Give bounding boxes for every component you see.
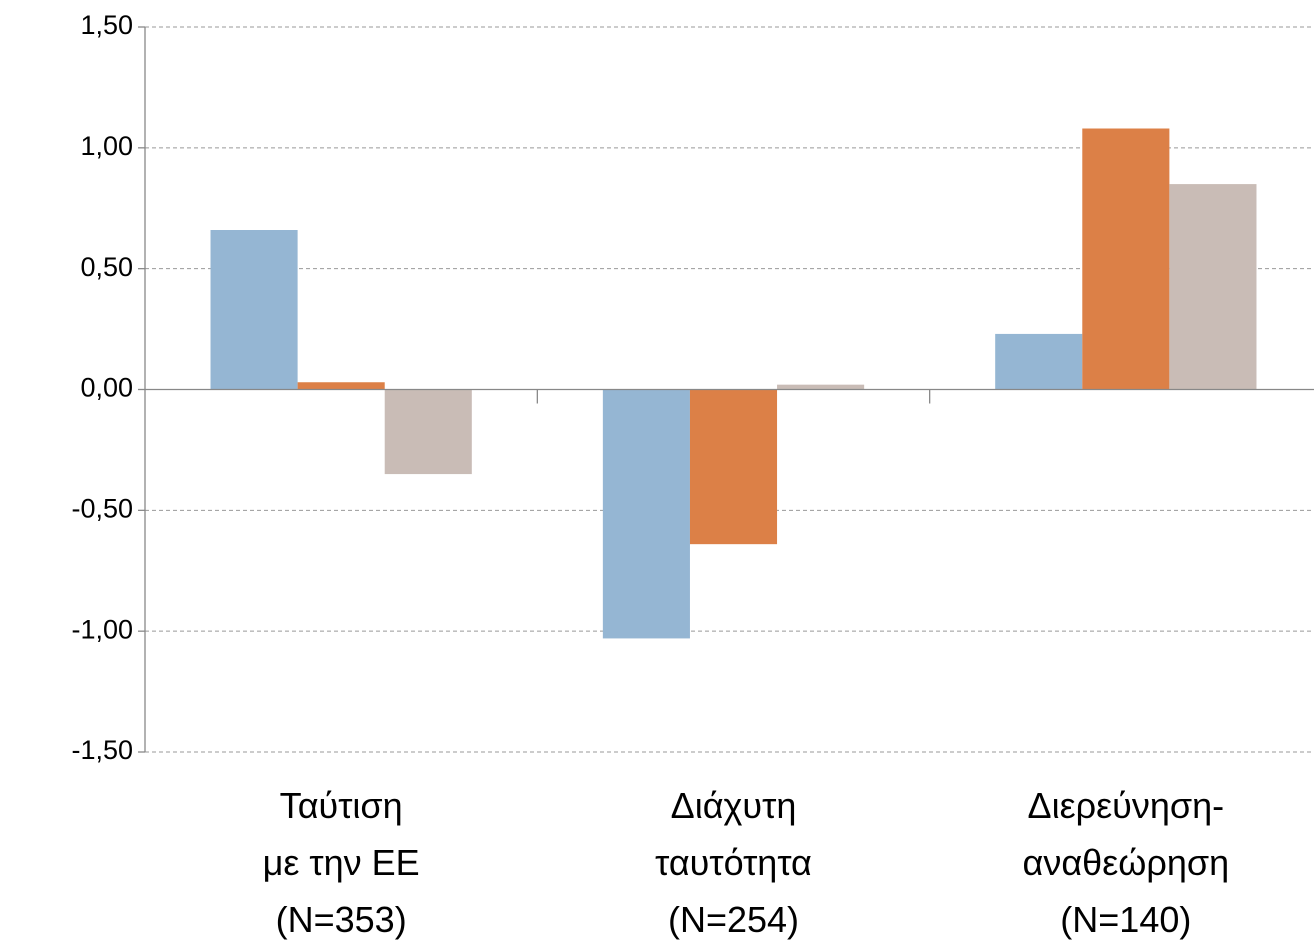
bar [602,389,690,639]
y-tick-label: -1,50 [71,735,133,765]
y-tick-label: 0,50 [80,252,133,282]
bar [210,230,298,390]
y-tick-label: -0,50 [71,493,133,523]
x-tick-label: Διερεύνηση-αναθεώρηση (N=140) [1023,785,1230,940]
y-tick-label: 1,50 [80,10,133,40]
bar [995,333,1083,390]
x-tick-label: Ταύτιση με την ΕΕ (N=353) [263,785,420,940]
bar [689,389,778,545]
y-tick-label: 0,00 [80,373,133,403]
y-tick-label: 1,00 [80,131,133,161]
bar [297,382,385,390]
bar [1169,184,1257,390]
x-tick-label: Διάχυτη ταυτότητα (N=254) [655,785,812,940]
bar [384,389,472,475]
y-tick-label: -1,00 [71,614,133,644]
bar [777,384,865,390]
bar [1082,128,1170,390]
